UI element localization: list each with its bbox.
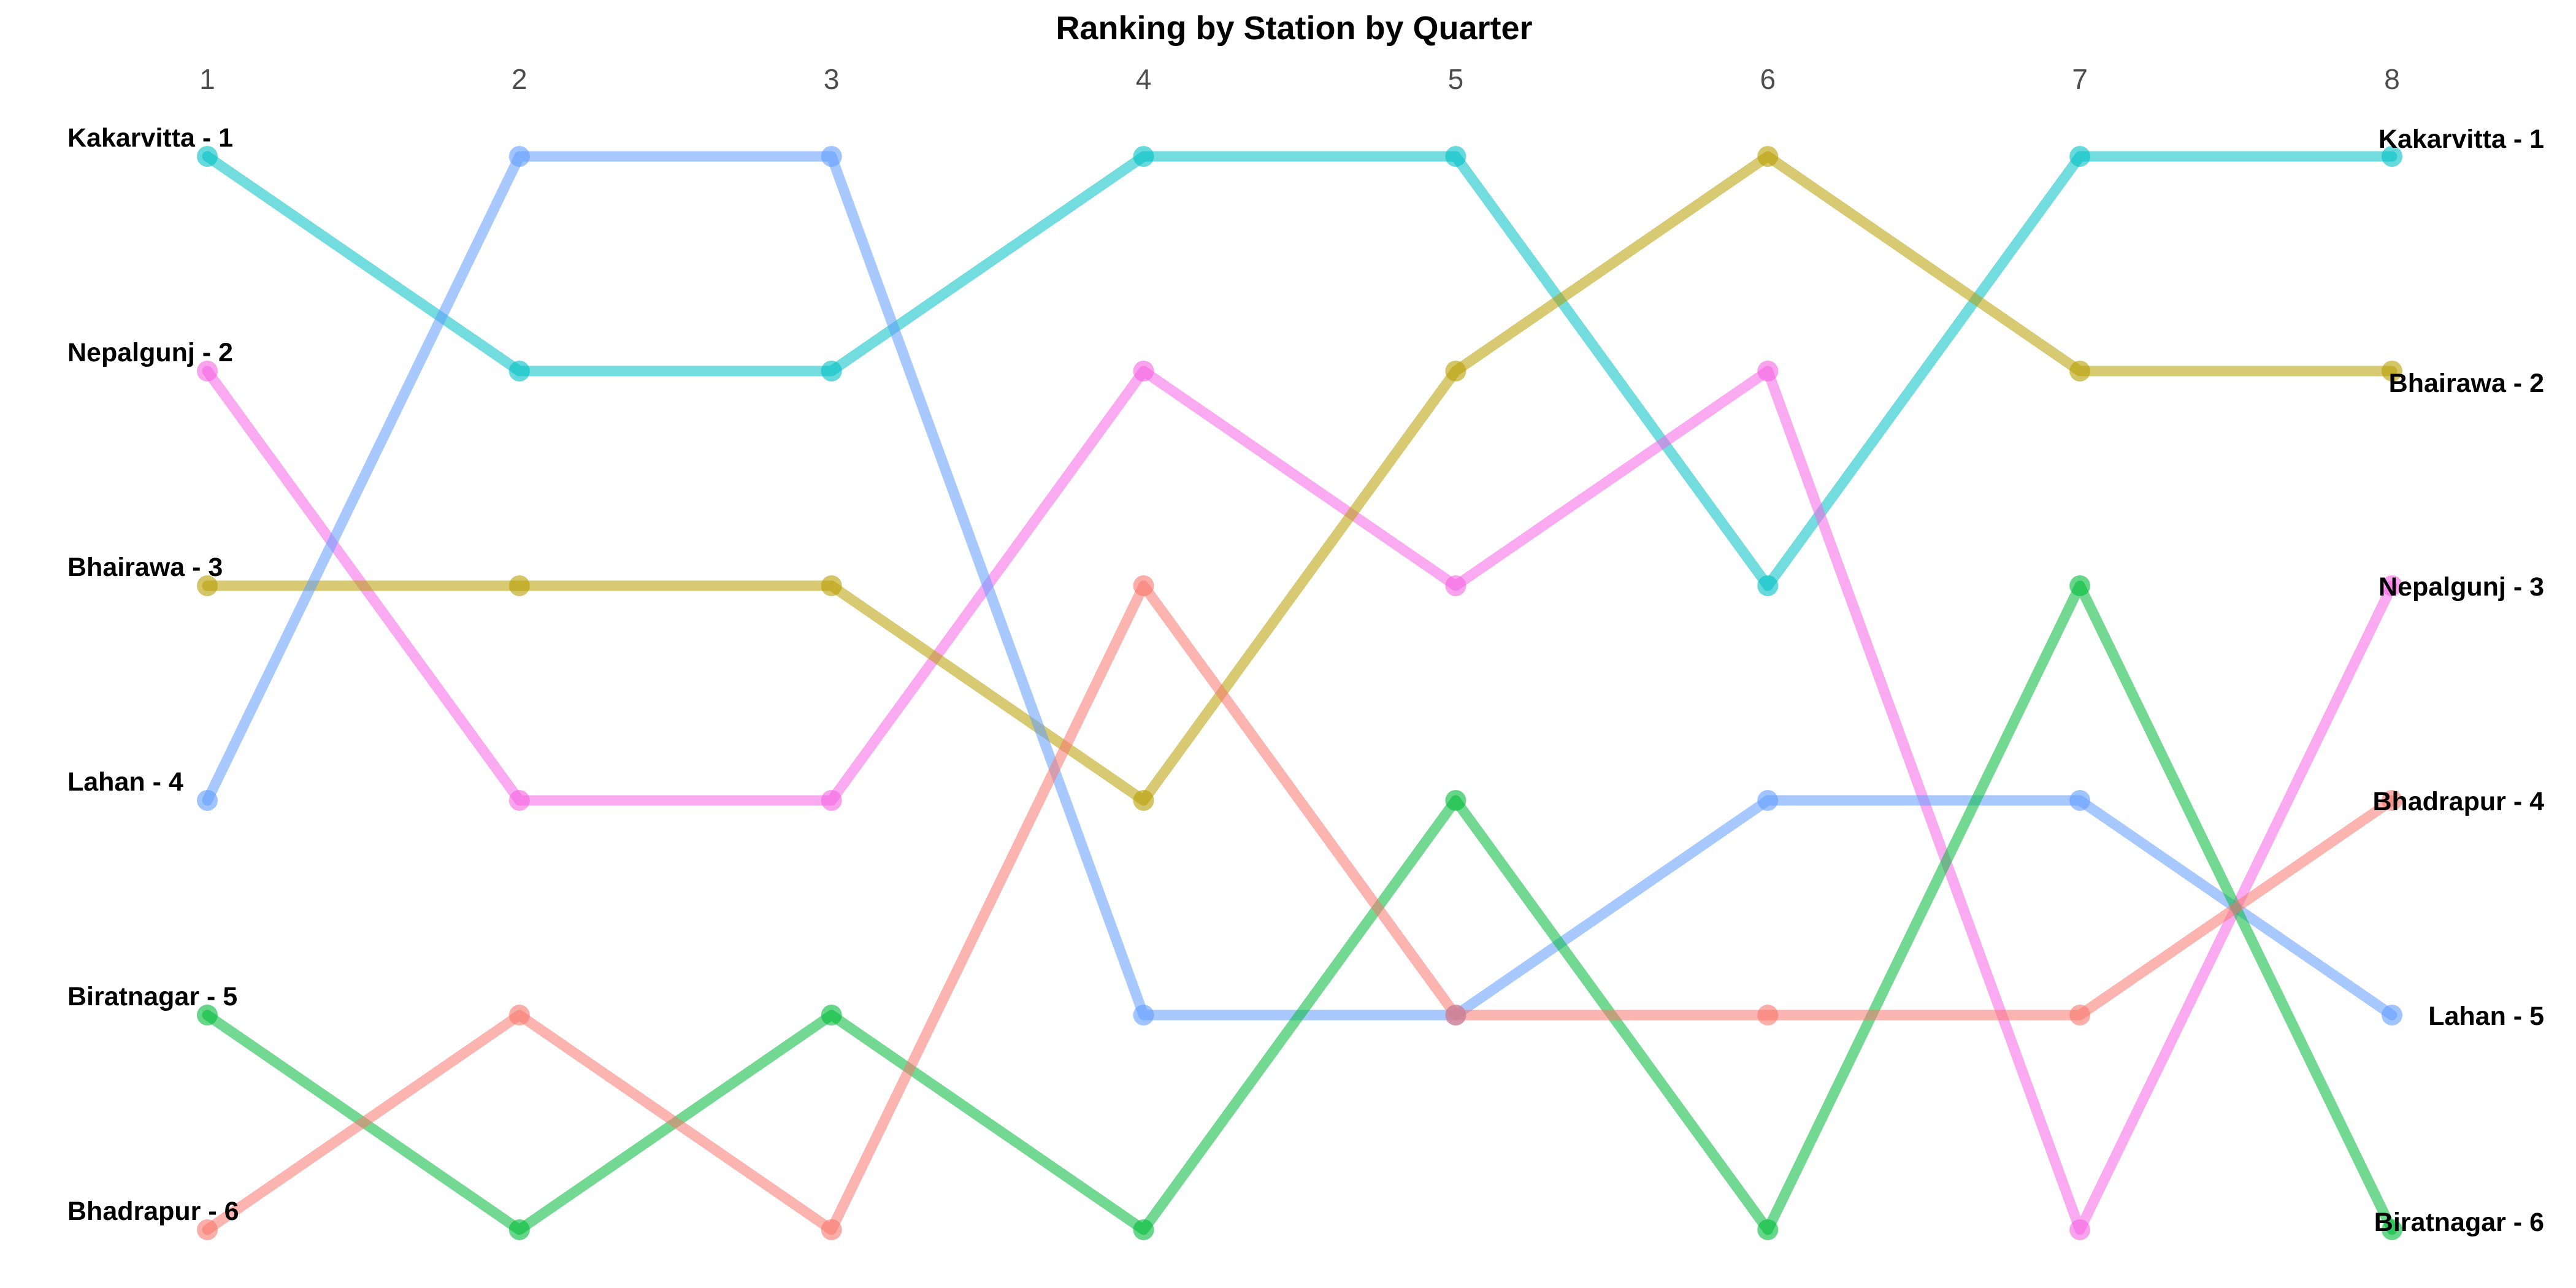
point-bhairawa-q7 [2069,361,2091,381]
series-line-bhadrapur [202,580,2398,1235]
point-biratnagar-q7 [2069,575,2091,596]
point-bhadrapur-q3 [821,1219,842,1240]
point-lahan-q6 [1757,790,1779,811]
x-tick-label-1: 1 [199,63,215,95]
series-line-nepalgunj [202,366,2398,1235]
end-label-bhairawa-2: Bhairawa - 2 [2389,369,2544,398]
x-tick-label-5: 5 [1448,63,1464,95]
point-kakarvitta-q4 [1133,146,1154,167]
point-kakarvitta-q5 [1445,146,1466,167]
start-label-bhairawa-3: Bhairawa - 3 [67,553,223,582]
point-kakarvitta-q8 [2382,146,2402,167]
point-nepalgunj-q8 [2382,575,2402,596]
point-bhairawa-q8 [2382,361,2402,381]
start-label-lahan-4: Lahan - 4 [67,767,183,797]
x-tick-label-2: 2 [512,63,527,95]
point-lahan-q2 [508,146,530,167]
series-points [197,146,2402,1240]
point-bhadrapur-q8 [2382,790,2402,811]
point-nepalgunj-q3 [821,790,842,811]
x-tick-label-8: 8 [2384,63,2400,95]
end-label-nepalgunj-3: Nepalgunj - 3 [2379,572,2544,602]
point-biratnagar-q4 [1133,1219,1154,1240]
end-label-kakarvitta-1: Kakarvitta - 1 [2379,125,2544,154]
point-bhairawa-q5 [1445,361,1466,381]
point-bhairawa-q3 [821,575,842,596]
point-biratnagar-q3 [821,1005,842,1025]
point-bhadrapur-q1 [197,1219,218,1240]
point-bhairawa-q4 [1133,790,1154,811]
point-bhadrapur-q5 [1445,1005,1466,1025]
station-labels: Kakarvitta - 1 Nepalgunj - 2 Bhairawa - 3 L… [67,123,2544,1237]
end-label-bhadrapur-4: Bhadrapur - 4 [2372,787,2544,816]
point-lahan-q1 [197,790,218,811]
point-nepalgunj-q1 [197,361,218,381]
point-kakarvitta-q7 [2069,146,2091,167]
end-label-biratnagar-6: Biratnagar - 6 [2374,1208,2544,1237]
point-bhairawa-q6 [1757,146,1779,167]
series-line-biratnagar [202,580,2398,1235]
point-lahan-q8 [2382,1005,2402,1025]
x-axis-tick-labels: 1 2 3 4 5 6 7 8 [199,63,2400,95]
point-kakarvitta-q2 [508,361,530,381]
start-label-nepalgunj-2: Nepalgunj - 2 [67,338,233,367]
x-tick-label-6: 6 [1760,63,1776,95]
point-nepalgunj-q2 [508,790,530,811]
x-tick-label-3: 3 [824,63,840,95]
x-tick-label-4: 4 [1136,63,1152,95]
point-biratnagar-q1 [197,1005,218,1025]
point-bhadrapur-q2 [508,1005,530,1025]
point-kakarvitta-q3 [821,361,842,381]
point-nepalgunj-q5 [1445,575,1466,596]
point-nepalgunj-q6 [1757,361,1779,381]
start-label-bhadrapur-6: Bhadrapur - 6 [67,1197,239,1226]
point-nepalgunj-q7 [2069,1219,2091,1240]
chart-title: Ranking by Station by Quarter [1056,10,1532,47]
point-kakarvitta-q6 [1757,575,1779,596]
point-lahan-q7 [2069,790,2091,811]
point-biratnagar-q5 [1445,790,1466,811]
x-tick-label-7: 7 [2072,63,2088,95]
point-bhairawa-q1 [197,575,218,596]
point-biratnagar-q6 [1757,1219,1779,1240]
point-biratnagar-q8 [2382,1219,2402,1240]
point-lahan-q4 [1133,1005,1154,1025]
point-biratnagar-q2 [508,1219,530,1240]
point-bhadrapur-q7 [2069,1005,2091,1025]
series-lines [202,151,2398,1235]
series-line-kakarvitta [202,151,2398,591]
point-bhairawa-q2 [508,575,530,596]
point-bhadrapur-q4 [1133,575,1154,596]
point-kakarvitta-q1 [197,146,218,167]
point-lahan-q3 [821,146,842,167]
point-nepalgunj-q4 [1133,361,1154,381]
point-bhadrapur-q6 [1757,1005,1779,1025]
end-label-lahan-5: Lahan - 5 [2428,1002,2544,1031]
start-label-biratnagar-5: Biratnagar - 5 [67,982,237,1011]
start-label-kakarvitta-1: Kakarvitta - 1 [67,123,233,153]
series-line-bhairawa [202,151,2398,806]
